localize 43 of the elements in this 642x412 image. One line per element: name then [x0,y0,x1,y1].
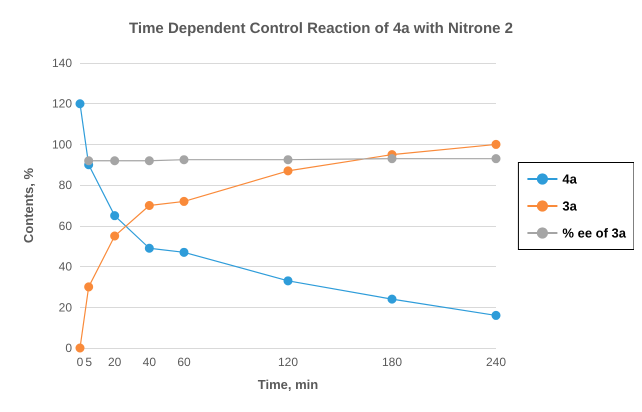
y-tick-label: 0 [65,341,72,355]
legend-label: 3a [562,198,578,214]
point [144,156,154,166]
point [180,248,188,257]
point [110,232,120,241]
point [144,201,154,210]
x-tick-label: 240 [486,355,506,369]
point [110,156,120,166]
point [76,99,84,108]
legend-label: % ee of 3a [562,226,627,240]
x-tick-label: 5 [85,355,92,369]
y-axis-title: Contents, % [21,168,36,244]
x-tick-label: 180 [382,355,402,369]
x-tick-label: 60 [177,355,191,369]
y-tick-label: 60 [58,218,72,233]
point [492,140,500,149]
point [144,244,154,253]
y-tick-label: 100 [52,137,72,152]
point [180,155,188,164]
point [284,166,292,176]
x-tick-label: 40 [142,355,156,369]
point [180,196,188,206]
legend-label: 4a [562,172,578,186]
point [84,282,94,292]
point [492,310,500,320]
x-axis-title: Time, min [258,377,318,392]
point [492,154,500,164]
point [84,156,94,166]
point [284,276,292,286]
chart-title: Time Dependent Control Reaction of 4a with Nitrone 2 [129,20,513,37]
point [76,344,84,352]
point [388,154,396,164]
x-tick-label: 20 [108,355,122,369]
point [110,211,120,220]
point [388,294,396,304]
y-tick-label: 20 [58,300,72,314]
x-tick-label: 120 [278,355,298,369]
y-tick-label: 80 [58,178,72,192]
point [284,155,292,164]
x-tick-label: 0 [76,355,84,369]
y-tick-label: 120 [52,96,72,111]
y-tick-label: 40 [58,260,72,274]
y-tick-label: 140 [52,56,72,70]
